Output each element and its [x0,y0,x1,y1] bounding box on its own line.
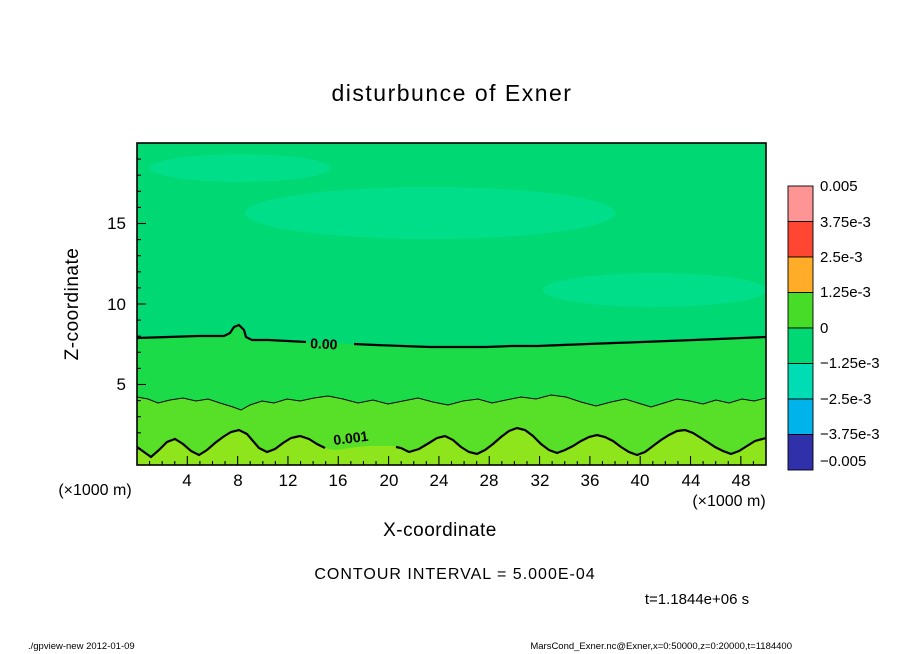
y-tick-label: 10 [107,295,126,314]
field-light-patch [245,187,615,239]
contour-label-zero: 0.00 [310,335,338,352]
contour-label-1e3: 0.001 [332,428,369,448]
x-tick-label: 4 [182,471,191,490]
colorbar-label: 0 [820,320,828,337]
x-tick-label: 12 [279,471,298,490]
field-light-patch [150,154,330,182]
y-tick-labels: 5 10 15 [107,214,126,394]
footer-right: MarsCond_Exner.nc@Exner,x=0:50000,z=0:20… [530,641,792,652]
colorbar-label: −0.005 [820,453,866,470]
colorbar-label: 1.25e-3 [820,284,871,301]
colorbar-box [787,221,814,258]
contour-line-5e4 [137,394,766,411]
x-tick-label: 32 [531,471,550,490]
colorbar-box [787,185,814,222]
x-tick-label: 44 [682,471,701,490]
colorbar-box [787,398,814,435]
plot-title: disturbunce of Exner [332,80,573,106]
x-tick-label: 20 [380,471,399,490]
y-axis-label: Z-coordinate [62,248,83,361]
colorbar-label: 3.75e-3 [820,214,871,231]
colorbar-label: −3.75e-3 [820,426,880,443]
x-tick-label: 8 [233,471,242,490]
axis-ticks [137,158,754,465]
x-axis-unit: (×1000 m) [692,493,765,510]
x-tick-label: 16 [329,471,348,490]
colorbar: 0.005 3.75e-3 2.5e-3 1.25e-3 0 −1.25e-3 … [787,178,880,471]
contour-line-zero [353,335,766,349]
y-tick-label: 15 [107,214,126,233]
y-axis-unit: (×1000 m) [58,482,131,499]
colorbar-box [787,363,814,400]
x-tick-label: 36 [581,471,600,490]
x-tick-label: 40 [631,471,650,490]
colorbar-box [787,434,814,471]
colorbar-box [787,327,814,364]
y-tick-label: 5 [117,375,126,394]
colorbar-label: 0.005 [820,178,858,195]
time-annotation: t=1.1844e+06 s [645,591,749,608]
plot-field: 0.00 0.001 [137,143,766,465]
colorbar-box [787,256,814,293]
x-tick-label: 28 [480,471,499,490]
contour-interval-annotation: CONTOUR INTERVAL = 5.000E-04 [314,566,595,583]
field-band-below-1e3 [137,428,766,465]
footer-left: ./gpview-new 2012-01-09 [28,641,135,652]
colorbar-box [787,292,814,329]
contour-line-1e3 [395,426,766,457]
x-axis-label: X-coordinate [383,520,497,541]
colorbar-label: −2.5e-3 [820,391,871,408]
x-tick-label: 24 [430,471,449,490]
contour-line-1e3 [137,428,326,459]
colorbar-label: 2.5e-3 [820,249,863,266]
x-tick-label: 48 [732,471,751,490]
colorbar-label: −1.25e-3 [820,355,880,372]
x-tick-labels: 4 8 12 16 20 24 28 32 36 40 44 48 [182,471,750,490]
contour-line-zero [137,323,307,344]
field-light-patch [543,273,766,307]
